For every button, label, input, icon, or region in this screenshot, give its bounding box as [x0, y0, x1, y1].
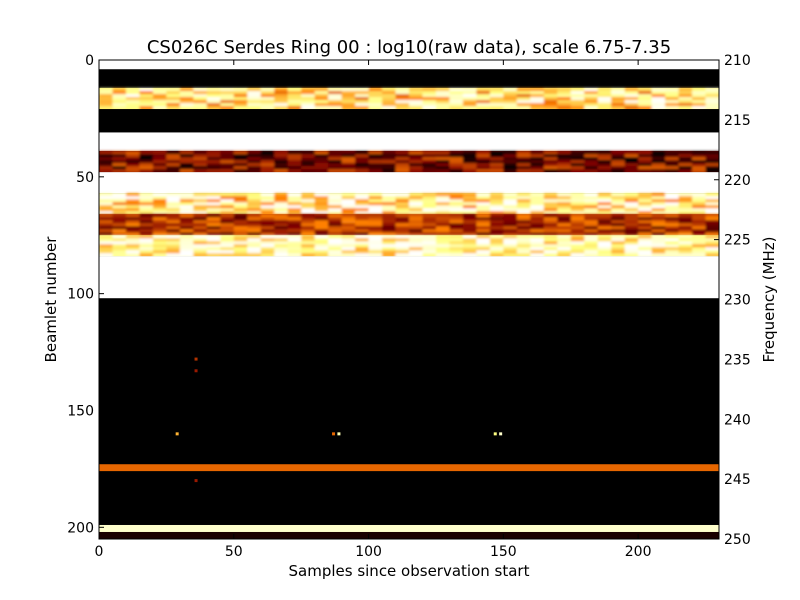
x-tick-label: 150: [490, 544, 517, 560]
x-axis-label: Samples since observation start: [289, 562, 530, 580]
y2-tick-label: 220: [724, 173, 751, 189]
heatmap-band: [99, 151, 719, 173]
y2-tick-label: 245: [724, 472, 751, 488]
heatmap-band: [99, 69, 719, 89]
hot-pixel: [337, 432, 341, 436]
heatmap-band: [99, 193, 719, 215]
x-tick-label: 100: [355, 544, 382, 560]
heatmap-band: [99, 298, 719, 465]
y2-tick-label: 240: [724, 412, 751, 428]
heatmap-band: [99, 531, 719, 539]
y-axis-label: Beamlet number: [42, 236, 60, 363]
heatmap-band: [99, 524, 719, 532]
heatmap-band: [99, 109, 719, 133]
y-axis-left: 0 50 100 150 200: [67, 53, 104, 536]
y2-tick-label: 215: [724, 113, 751, 129]
heatmap-band: [99, 471, 719, 525]
heatmap-band: [99, 214, 719, 236]
hot-pixel: [194, 357, 198, 361]
x-tick-label: 200: [625, 544, 652, 560]
heatmap-band: [99, 256, 719, 299]
x-axis: 0 50 100 150 200: [95, 60, 652, 560]
hot-pixel: [175, 432, 179, 436]
heatmap-band: [99, 464, 719, 472]
hot-pixel: [332, 432, 336, 436]
plot-area: [99, 60, 719, 539]
y2-tick-label: 235: [724, 352, 751, 368]
chart-title: CS026C Serdes Ring 00 : log10(raw data),…: [147, 37, 671, 58]
y-tick-label: 0: [85, 53, 94, 69]
y-tick-label: 50: [76, 170, 94, 186]
y-tick-label: 200: [67, 520, 94, 536]
hot-pixel: [493, 432, 497, 436]
y-tick-label: 150: [67, 403, 94, 419]
heatmap-band: [99, 235, 719, 257]
y-tick-label: 100: [67, 287, 94, 303]
x-tick-label: 0: [95, 544, 104, 560]
heatmap-band: [99, 60, 719, 70]
hot-pixel: [194, 479, 198, 483]
hot-pixel: [499, 432, 503, 436]
y2-axis-label: Frequency (MHz): [760, 236, 778, 362]
y-axis-right: 210 215 220 225 230 235 240 245 250: [714, 53, 751, 548]
y2-tick-label: 250: [724, 532, 751, 548]
heatmap-band: [99, 88, 719, 110]
heatmap-band: [99, 172, 719, 194]
y2-tick-label: 225: [724, 233, 751, 249]
hot-pixel: [194, 369, 198, 373]
heatmap-band: [99, 132, 719, 152]
x-tick-label: 50: [225, 544, 243, 560]
y2-tick-label: 230: [724, 293, 751, 309]
y2-tick-label: 210: [724, 53, 751, 69]
